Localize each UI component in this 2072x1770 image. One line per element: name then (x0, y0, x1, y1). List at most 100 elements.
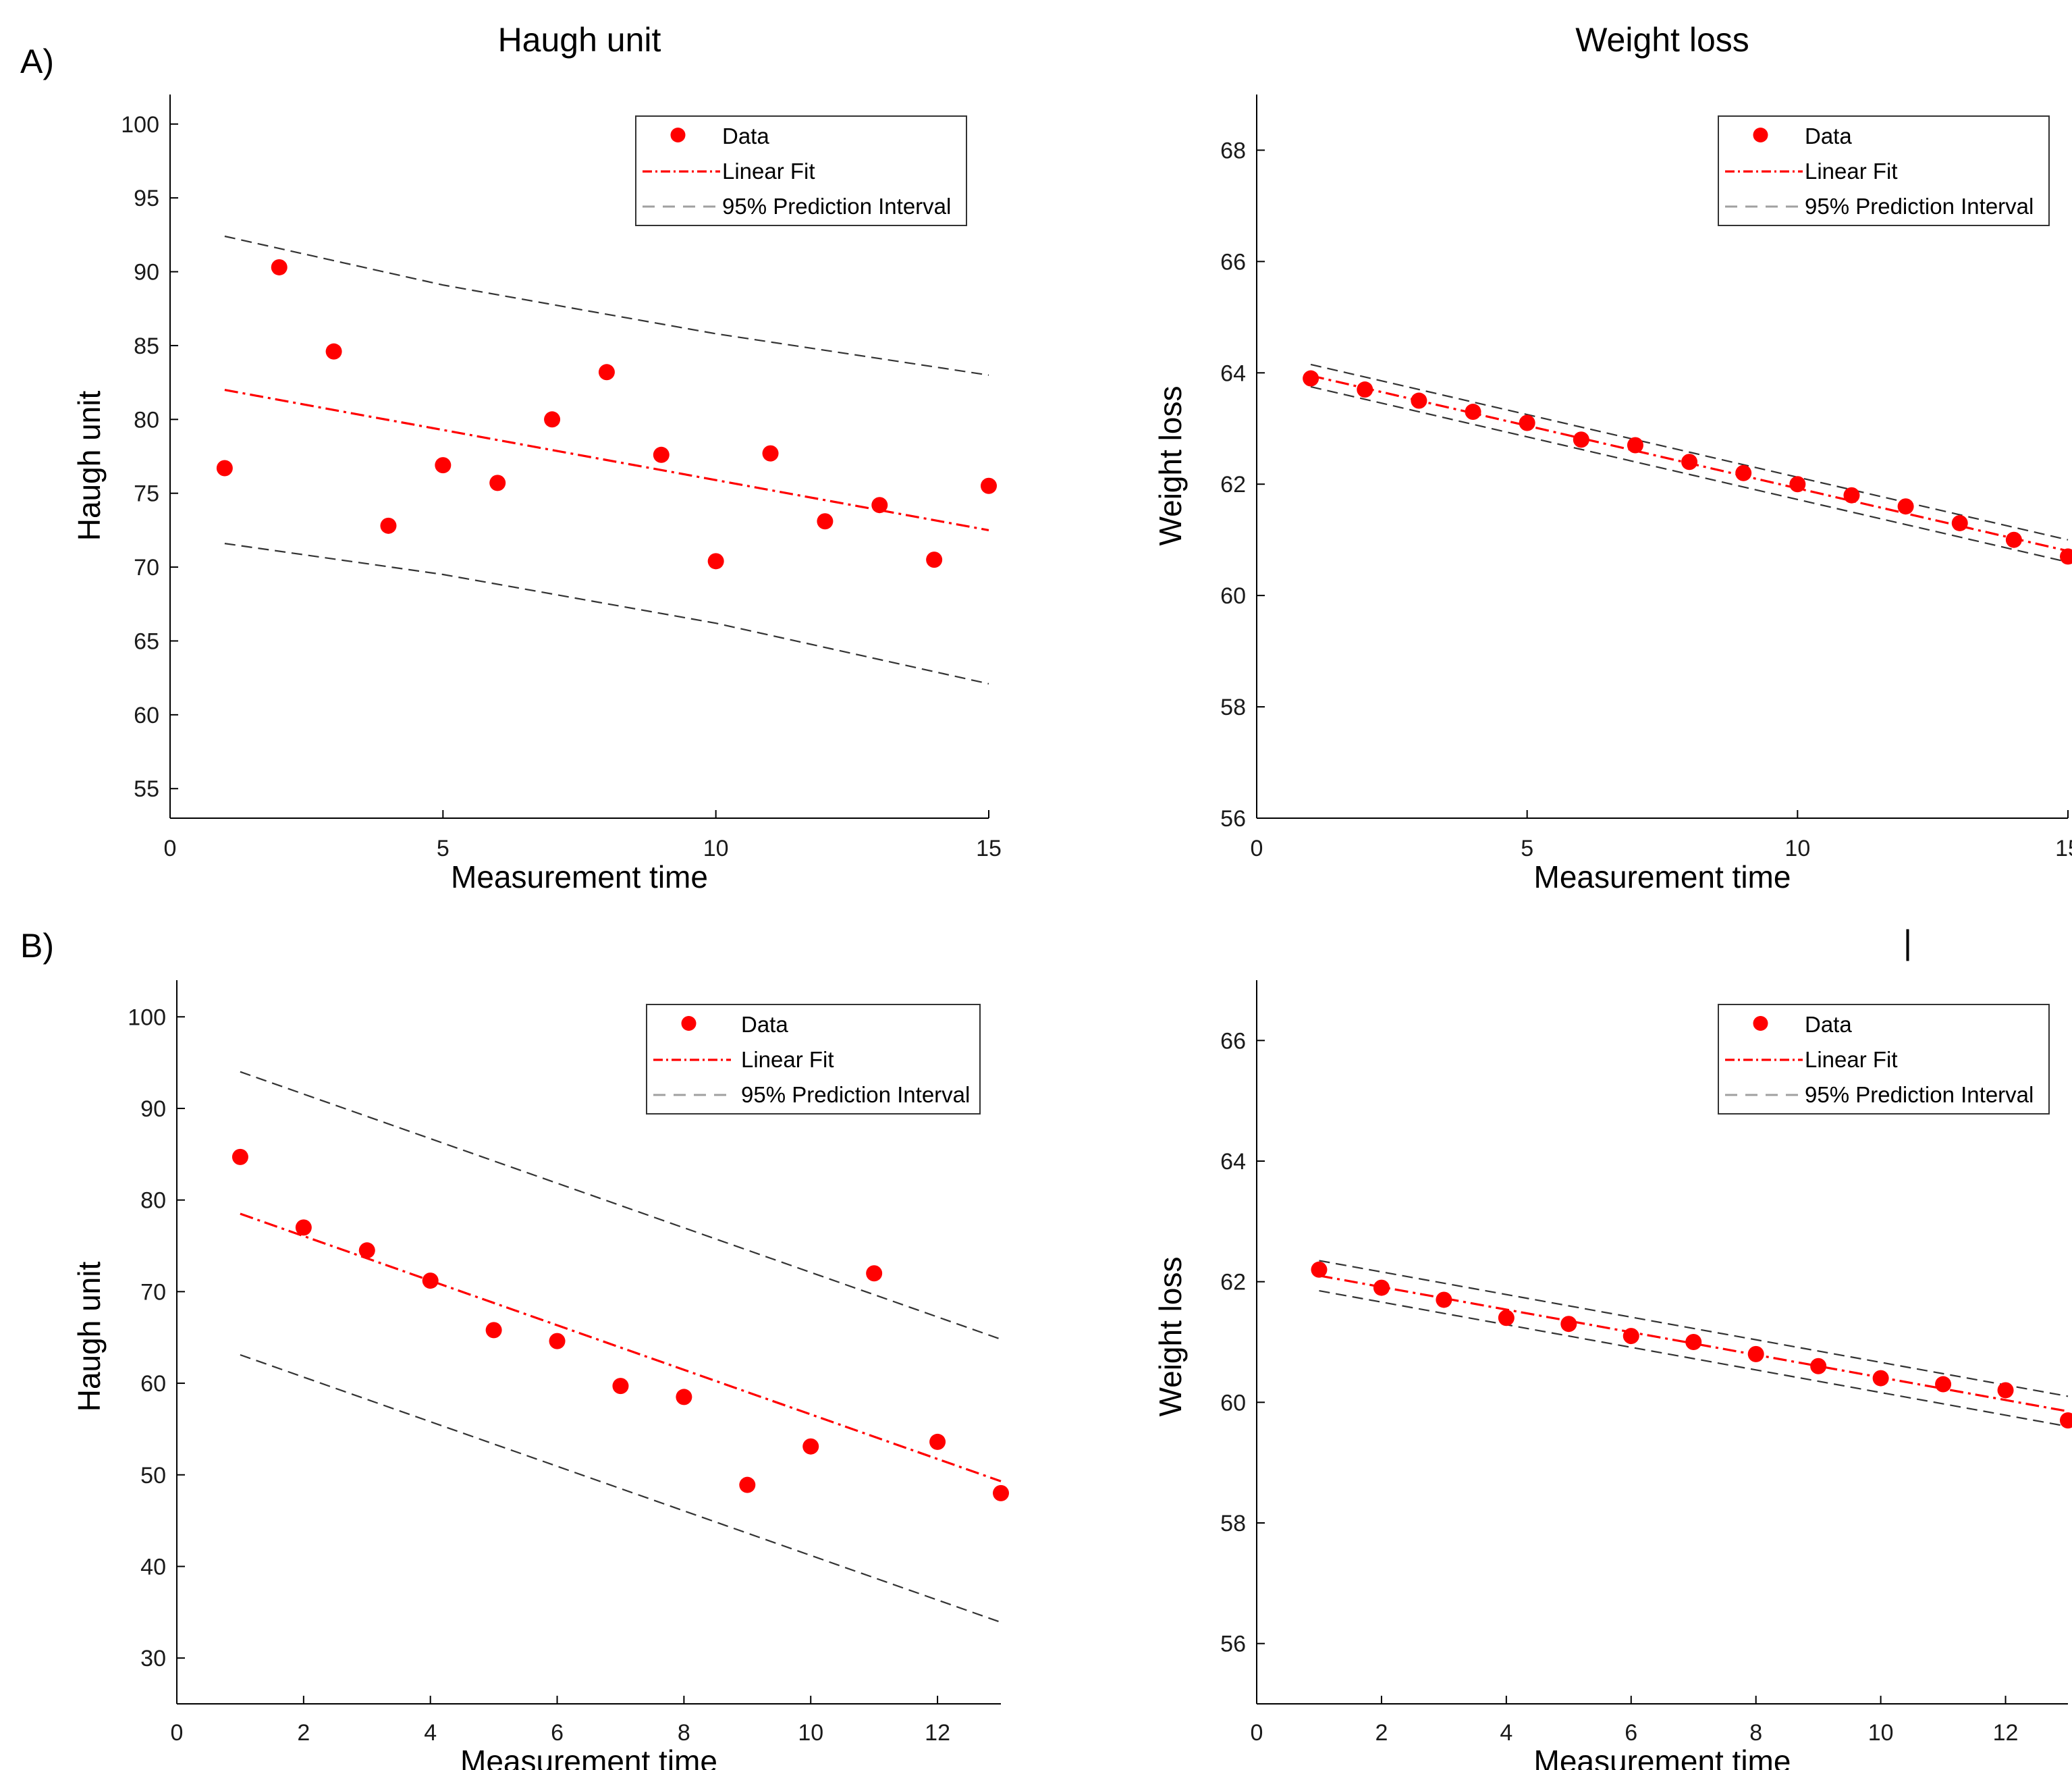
data-point (1997, 1382, 2014, 1399)
legend-entry: Linear Fit (741, 1047, 834, 1072)
data-point (762, 445, 779, 462)
data-point (1681, 454, 1698, 471)
x-tick-label: 0 (1251, 1720, 1263, 1746)
x-tick-label: 8 (678, 1720, 690, 1746)
data-point (817, 513, 834, 530)
data-point (2005, 531, 2022, 548)
data-point (707, 553, 724, 570)
data-point (1951, 514, 1968, 531)
x-axis-label: Measurement time (460, 1744, 717, 1770)
y-tick-label: 85 (134, 333, 159, 359)
y-tick-label: 80 (140, 1188, 166, 1214)
legend: Data Linear Fit 95% Prediction Interval (1718, 1004, 2050, 1115)
prediction-interval-lower (1310, 385, 2069, 563)
data-point (993, 1484, 1009, 1501)
y-tick-label: 100 (128, 1004, 166, 1030)
data-point (802, 1438, 819, 1455)
legend-entry: Linear Fit (722, 159, 815, 184)
data-point (271, 259, 288, 275)
legend: Data Linear Fit 95% Prediction Interval (646, 1004, 981, 1115)
legend-entry: 95% Prediction Interval (1805, 194, 2034, 219)
data-point (1747, 1345, 1764, 1362)
data-point (1357, 381, 1373, 398)
legend-data-marker (681, 1016, 697, 1031)
y-tick-label: 60 (1220, 583, 1246, 609)
chart-title: Haugh unit (498, 21, 661, 59)
x-tick-label: 15 (2055, 836, 2072, 861)
data-point (231, 1148, 248, 1165)
y-tick-label: 58 (1220, 695, 1246, 720)
data-point (1573, 431, 1589, 448)
chart-4: 0 2 4 6 8 10 12 56 58 60 62 64 66 Measurement time Wei… (1153, 980, 2072, 1770)
y-tick-label: 68 (1220, 138, 1246, 163)
chart-title: Weight loss (1575, 21, 1749, 59)
y-tick-label: 55 (134, 776, 159, 802)
data-point (653, 446, 670, 463)
y-tick-label: 62 (1220, 472, 1246, 498)
data-point (1872, 1370, 1889, 1387)
data-point (871, 497, 888, 514)
y-axis-label: Weight loss (1153, 386, 1188, 546)
data-point (929, 1433, 946, 1450)
data-point (489, 475, 506, 491)
y-tick-label: 90 (140, 1096, 166, 1122)
data-point (866, 1265, 883, 1282)
data-point (380, 517, 397, 534)
data-point (1843, 487, 1860, 504)
x-axis-label: Measurement time (451, 859, 708, 894)
data-point (1735, 464, 1752, 481)
data-point (981, 477, 997, 494)
x-tick-label: 10 (703, 836, 729, 861)
data-point (676, 1389, 692, 1405)
data-point (1436, 1291, 1452, 1308)
y-tick-label: 65 (134, 628, 159, 654)
y-tick-label: 56 (1220, 806, 1246, 832)
data-point (216, 460, 233, 477)
x-tick-label: 10 (1784, 836, 1810, 861)
x-tick-label: 12 (1993, 1720, 2019, 1746)
stray-mark: | (1903, 923, 1912, 961)
legend-entry: 95% Prediction Interval (1805, 1082, 2034, 1107)
x-tick-label: 5 (437, 836, 449, 861)
y-tick-label: 66 (1220, 249, 1246, 275)
y-tick-label: 75 (134, 481, 159, 507)
x-tick-label: 6 (551, 1720, 564, 1746)
data-point (612, 1378, 629, 1395)
x-tick-label: 5 (1521, 836, 1533, 861)
x-tick-label: 4 (1500, 1720, 1512, 1746)
y-axis-label: Haugh unit (72, 1262, 107, 1412)
legend-entry: 95% Prediction Interval (722, 194, 951, 219)
y-tick-label: 70 (134, 555, 159, 581)
prediction-interval-lower (1319, 1290, 2069, 1428)
data-point (1789, 476, 1806, 493)
y-tick-label: 50 (140, 1463, 166, 1489)
prediction-interval-upper (224, 235, 989, 376)
legend-entry: Data (1805, 1012, 1852, 1037)
data-point (1810, 1358, 1827, 1374)
data-point (1935, 1376, 1952, 1393)
legend: Data Linear Fit 95% Prediction Interval (1718, 115, 2050, 226)
data-point (1627, 437, 1643, 454)
x-axis-label: Measurement time (1534, 1744, 1791, 1770)
prediction-interval-lower (224, 543, 989, 685)
y-axis-label: Haugh unit (72, 391, 107, 541)
y-tick-label: 66 (1220, 1028, 1246, 1054)
data-point (435, 457, 452, 474)
prediction-interval-upper (1310, 363, 2069, 541)
data-point (1373, 1279, 1390, 1296)
legend-entry: Data (1805, 124, 1852, 149)
legend-entry: Data (741, 1012, 788, 1037)
data-point (485, 1322, 502, 1339)
data-point (739, 1476, 756, 1493)
y-tick-label: 60 (1220, 1390, 1246, 1416)
chart-3: 0 2 4 6 8 10 12 30 40 50 60 70 80 90 100 Measurement ti… (72, 980, 1009, 1770)
y-tick-label: 70 (140, 1279, 166, 1305)
data-point (926, 552, 943, 568)
legend-data-marker (670, 128, 686, 142)
data-point (1685, 1334, 1702, 1350)
data-point (2060, 548, 2072, 565)
chart-2: Weight loss 0 5 10 15 56 58 60 62 64 66 68 Measureme… (1153, 21, 2072, 894)
x-tick-label: 0 (164, 836, 177, 861)
prediction-interval-lower (240, 1353, 1002, 1624)
legend-entry: Linear Fit (1805, 1047, 1898, 1072)
